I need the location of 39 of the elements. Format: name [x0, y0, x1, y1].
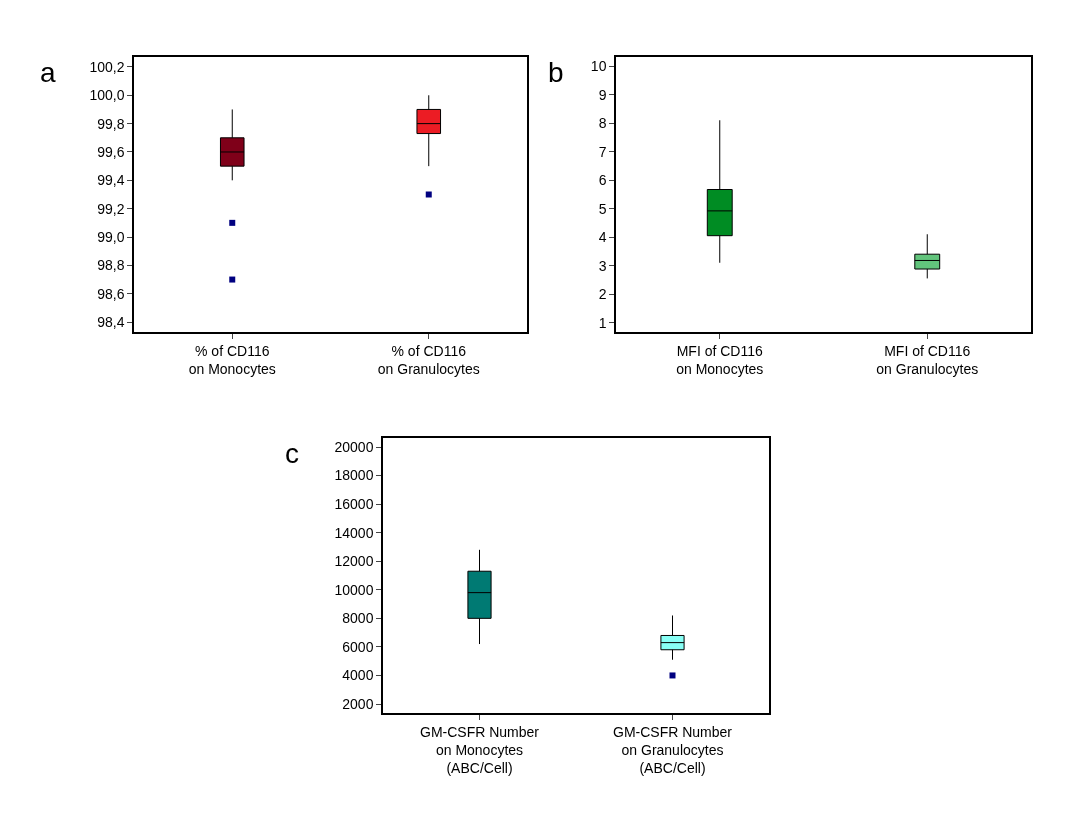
y-tick-label: 10000 — [334, 581, 374, 598]
y-tick-label: 2 — [598, 286, 607, 302]
y-tick-label: 6 — [598, 172, 607, 189]
y-tick-label: 100,2 — [89, 58, 125, 75]
x-tick-label: GM-CSFR Number on Monocytes (ABC/Cell) — [419, 723, 540, 776]
x-tick-label: % of CD116 on Monocytes — [188, 342, 276, 377]
y-tick-label: 16000 — [334, 496, 374, 513]
y-tick-label: 7 — [598, 143, 607, 160]
y-tick-label: 10 — [590, 58, 607, 75]
y-tick-label: 5 — [598, 200, 607, 217]
x-tick-label: GM-CSFR Number on Granulocytes (ABC/Cell) — [612, 723, 733, 776]
chart-title: c — [285, 438, 299, 469]
y-tick-label: 99,2 — [97, 200, 125, 217]
y-tick-label: 99,8 — [97, 115, 125, 132]
y-tick-label: 14000 — [334, 524, 374, 541]
y-tick-label: 20000 — [334, 438, 374, 455]
y-tick-label: 99,0 — [97, 228, 125, 245]
y-tick-label: 1 — [598, 314, 607, 331]
y-tick-label: 98,8 — [97, 257, 125, 274]
y-tick-label: 99,6 — [97, 143, 125, 160]
y-tick-label: 98,4 — [97, 313, 125, 330]
y-tick-label: 8 — [598, 115, 607, 132]
y-tick-label: 9 — [598, 86, 607, 103]
chart-title: b — [548, 57, 564, 88]
x-tick-label: MFI of CD116 on Granulocytes — [876, 342, 979, 377]
y-tick-label: 100,0 — [89, 87, 125, 104]
x-tick-label: % of CD116 on Granulocytes — [377, 342, 480, 377]
y-tick-label: 99,4 — [97, 172, 125, 189]
x-tick-label: MFI of CD116 on Monocytes — [676, 342, 764, 377]
y-tick-label: 4 — [598, 229, 607, 245]
chart-title: a — [40, 57, 56, 88]
y-tick-label: 2000 — [342, 695, 374, 712]
y-tick-label: 3 — [598, 257, 607, 274]
y-tick-label: 12000 — [334, 553, 374, 570]
y-tick-label: 98,6 — [97, 285, 125, 302]
y-tick-label: 18000 — [334, 467, 374, 484]
y-tick-label: 6000 — [342, 638, 374, 655]
y-tick-label: 8000 — [342, 610, 374, 627]
y-tick-label: 4000 — [342, 667, 374, 684]
